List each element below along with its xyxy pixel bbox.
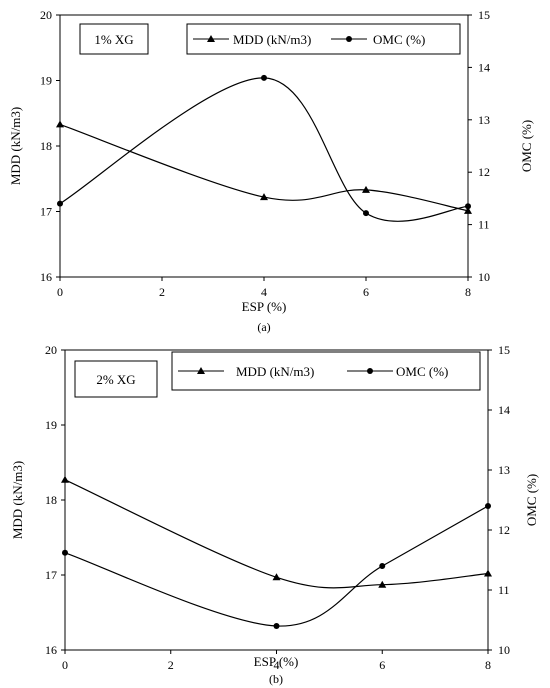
legend: MDD (kN/m3) OMC (%) — [186, 23, 461, 55]
annotation-label: 2% XG — [96, 372, 135, 387]
legend-marker-omc — [346, 36, 352, 42]
data-point-mdd — [378, 580, 387, 588]
series-line-omc — [59, 77, 469, 222]
x-axis-ticks: 0 2 4 6 8 — [62, 650, 491, 672]
y-tick-label: 18 — [40, 139, 52, 153]
y-tick-label: 18 — [45, 493, 57, 507]
panel-caption: (a) — [257, 320, 270, 334]
y-axis-ticks: 16 17 18 19 20 — [45, 343, 65, 657]
legend-marker-omc — [367, 368, 373, 374]
y2-axis-label: OMC (%) — [519, 120, 534, 172]
data-point-mdd — [484, 569, 492, 577]
y-axis-label: MDD (kN/m3) — [10, 461, 25, 539]
annotation-box: 2% XG — [74, 360, 158, 398]
data-point-omc — [363, 210, 369, 217]
y2-tick-label: 12 — [478, 165, 490, 179]
data-point-omc — [261, 74, 267, 81]
data-point-mdd — [61, 475, 69, 483]
x-axis-ticks: 0 2 4 6 8 — [57, 277, 471, 299]
y-tick-label: 17 — [40, 205, 52, 219]
x-tick-label: 0 — [62, 658, 68, 672]
y-axis-label: MDD (kN/m3) — [8, 107, 23, 185]
y-tick-label: 20 — [45, 343, 57, 357]
data-point-mdd — [464, 206, 472, 214]
x-tick-label: 8 — [485, 658, 491, 672]
chart-panel-b: 0 2 4 6 8 16 17 18 19 20 10 11 12 13 14 15 2% XG MDD … — [10, 343, 539, 686]
y2-tick-label: 11 — [498, 583, 510, 597]
legend-label-mdd: MDD (kN/m3) — [236, 364, 314, 379]
y-tick-label: 16 — [40, 270, 52, 284]
data-point-mdd — [362, 185, 370, 193]
y2-tick-label: 13 — [498, 463, 510, 477]
data-point-mdd — [56, 120, 64, 128]
y2-tick-label: 15 — [478, 8, 490, 22]
x-tick-label: 2 — [159, 285, 165, 299]
y2-axis-ticks: 10 11 12 13 14 15 — [488, 343, 510, 657]
x-axis-label: ESP (%) — [242, 299, 287, 314]
series-line-mdd — [64, 479, 489, 589]
series-lines — [64, 479, 489, 627]
data-point-omc — [62, 549, 68, 556]
legend-label-omc: OMC (%) — [396, 364, 448, 379]
y2-tick-label: 11 — [478, 218, 490, 232]
legend: MDD (kN/m3) OMC (%) — [171, 351, 481, 391]
y2-tick-label: 15 — [498, 343, 510, 357]
data-point-omc — [465, 203, 471, 210]
legend-marker-mdd — [207, 35, 215, 42]
data-point-omc — [273, 623, 280, 629]
x-tick-label: 4 — [261, 285, 267, 299]
y2-tick-label: 14 — [498, 403, 510, 417]
legend-label-omc: OMC (%) — [373, 32, 425, 47]
y-tick-label: 19 — [40, 74, 52, 88]
data-point-omc — [57, 200, 63, 207]
series-lines — [59, 77, 469, 222]
y-tick-label: 17 — [45, 568, 57, 582]
y-tick-label: 16 — [45, 643, 57, 657]
x-tick-label: 4 — [274, 658, 280, 672]
y-axis-ticks: 16 17 18 19 20 — [40, 8, 60, 284]
chart-panel-a: 0 2 4 6 8 16 17 18 19 20 10 11 12 13 14 15 1% XG MDD … — [8, 8, 534, 334]
y2-tick-label: 14 — [478, 60, 490, 74]
y2-axis-ticks: 10 11 12 13 14 15 — [468, 8, 490, 284]
legend-marker-mdd — [197, 367, 205, 374]
data-point-mdd — [260, 193, 268, 201]
data-point-omc — [379, 563, 386, 569]
data-point-omc — [485, 503, 491, 509]
y2-tick-label: 13 — [478, 113, 490, 127]
annotation-label: 1% XG — [94, 32, 133, 47]
x-tick-label: 2 — [168, 658, 174, 672]
x-axis-label: ESP (%) — [254, 654, 299, 669]
x-tick-label: 0 — [57, 285, 63, 299]
series-line-omc — [64, 505, 489, 627]
y2-tick-label: 10 — [478, 270, 490, 284]
y2-tick-label: 12 — [498, 523, 510, 537]
panel-caption: (b) — [269, 672, 283, 686]
x-tick-label: 6 — [363, 285, 369, 299]
series-markers — [61, 475, 492, 629]
x-tick-label: 8 — [465, 285, 471, 299]
y2-tick-label: 10 — [498, 643, 510, 657]
series-line-mdd — [59, 123, 469, 212]
legend-label-mdd: MDD (kN/m3) — [233, 32, 311, 47]
x-tick-label: 6 — [379, 658, 385, 672]
data-point-mdd — [272, 573, 281, 581]
y2-axis-label: OMC (%) — [524, 474, 539, 526]
annotation-box: 1% XG — [79, 23, 149, 55]
y-tick-label: 20 — [40, 8, 52, 22]
series-markers — [56, 74, 472, 217]
y-tick-label: 19 — [45, 418, 57, 432]
